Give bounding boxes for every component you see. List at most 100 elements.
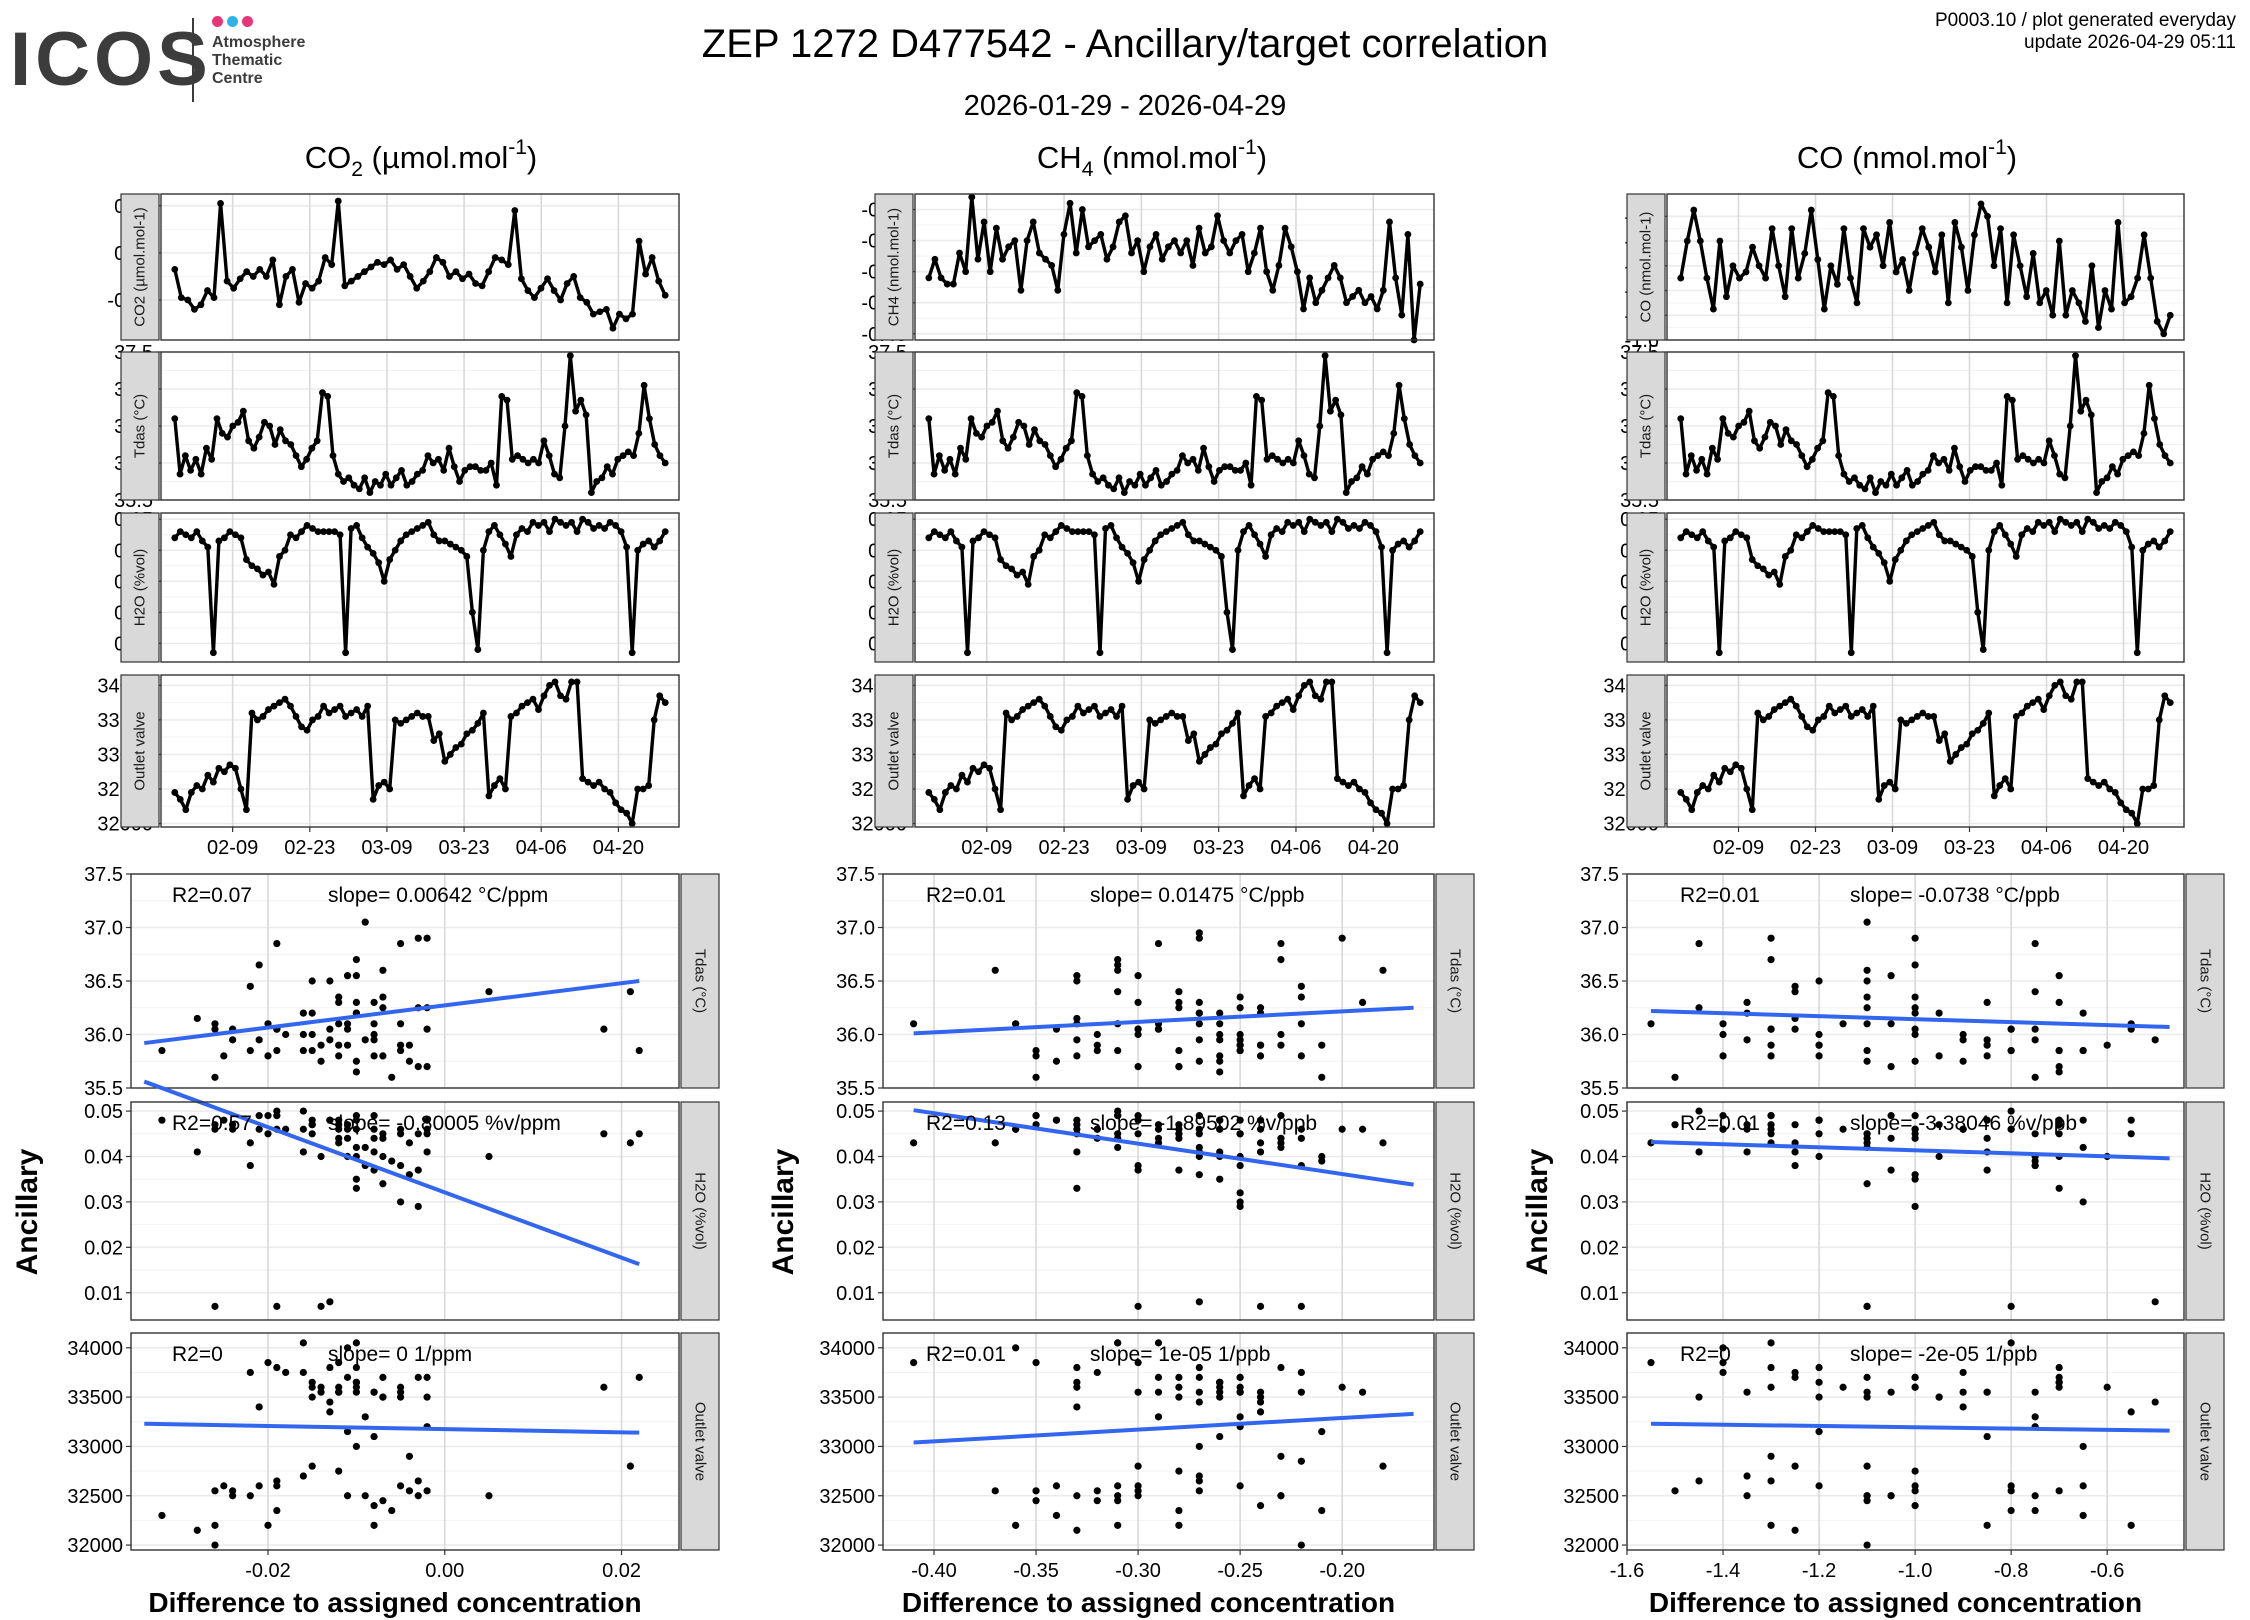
scatter-point (1114, 988, 1122, 996)
scatter-point (1236, 1116, 1244, 1124)
scatter-point (2079, 1482, 2087, 1490)
scatter-point (1175, 1166, 1183, 1174)
ts-xtick-label: 04-20 (2098, 837, 2149, 859)
ts-point (1386, 218, 1393, 226)
ts-point (171, 789, 179, 796)
scatter-point (1791, 1025, 1799, 1033)
scatter-point (485, 988, 493, 996)
ts-point (1072, 249, 1080, 257)
scatter-point (423, 934, 431, 942)
scatter-strip (1435, 1101, 1475, 1321)
scatter-point (1959, 1125, 1967, 1133)
ts-point (529, 695, 537, 703)
ts-point (353, 522, 361, 529)
ts-point (234, 418, 242, 426)
ts-point (1416, 280, 1424, 288)
scatter-point (1911, 934, 1919, 942)
ts-point (502, 540, 509, 548)
r2-label: R2=0.13 (926, 1112, 1006, 1135)
ts-point (573, 678, 581, 686)
ts-point (321, 254, 329, 261)
ts-point (176, 795, 184, 803)
r2-label: R2=0.01 (926, 884, 1006, 907)
scatter-point (1959, 1036, 1967, 1044)
ts-point (1820, 305, 1828, 313)
ts-point (639, 540, 647, 548)
scatter-point (1379, 1139, 1387, 1147)
ts-point (440, 467, 448, 474)
ts-point (935, 452, 943, 459)
ts-point (237, 785, 245, 793)
ts-point (347, 277, 355, 285)
ts-xtick-label: 04-06 (516, 837, 567, 859)
scatter-point (1236, 993, 1244, 1001)
ts-point (661, 459, 669, 467)
ts-point (380, 577, 388, 585)
scatter-point (1073, 1148, 1081, 1156)
ts-point (2150, 782, 2158, 789)
ts-point (1729, 262, 1737, 270)
scatter-point (2055, 1373, 2063, 1381)
ts-point (1782, 426, 1790, 434)
ts-point (656, 692, 664, 700)
y-axis-title: Ancillary (1521, 1148, 1554, 1275)
scatter-point (1277, 1041, 1285, 1049)
ts-point (1046, 713, 1054, 720)
ts-point (1781, 293, 1789, 301)
ts-point (2111, 789, 2119, 796)
scatter-point (1216, 1030, 1224, 1039)
ts-point (583, 298, 591, 306)
ts-point (1002, 562, 1010, 570)
ts-point (969, 537, 977, 545)
scatter-point (635, 1130, 643, 1138)
scatter-point (326, 1298, 334, 1306)
ts-point (424, 452, 432, 459)
ts-point (1677, 415, 1685, 422)
ts-point (624, 448, 632, 456)
scatter-point (370, 1502, 378, 1510)
ts-point (1877, 478, 1885, 485)
scatter-point (1911, 1057, 1919, 1065)
ts-point (2016, 262, 2024, 270)
scatter-point (1154, 939, 1163, 948)
ts-point (1891, 785, 1899, 793)
scatter-point (414, 1063, 422, 1071)
ts-point (1798, 534, 1806, 542)
scatter-xtick-label: -0.40 (911, 1560, 957, 1582)
scatter-point (1134, 1161, 1142, 1170)
ts-point (2128, 809, 2136, 817)
ts-panel-border (1666, 193, 2185, 341)
ts-point (1207, 243, 1215, 251)
ts-point (2072, 352, 2079, 360)
scatter-panel-ytick-label: 0.05 (836, 1101, 875, 1123)
ts-point (946, 455, 954, 463)
ts-point (1078, 393, 1086, 400)
ts-point (1987, 467, 1995, 474)
ts-point (2055, 237, 2063, 245)
ts-point (287, 702, 294, 710)
scatter-point (1195, 1171, 1203, 1179)
logo-sub-line: Thematic (212, 52, 283, 69)
ts-point (1229, 719, 1236, 727)
scatter-point (1195, 1388, 1203, 1396)
ts-point (1367, 293, 1375, 300)
ts-point (1897, 546, 1905, 554)
scatter-point (1195, 1373, 1203, 1381)
scatter-point (352, 1442, 360, 1451)
ts-point (1367, 522, 1374, 529)
scatter-point (335, 993, 343, 1001)
ts-point (517, 275, 525, 283)
scatter-point (1815, 1378, 1823, 1386)
ts-point (2062, 311, 2070, 319)
ts-point (975, 768, 982, 776)
scatter-point (211, 1521, 219, 1529)
column-title: CH4 (nmol.mol-1) (1037, 136, 1267, 181)
ts-point (430, 737, 438, 745)
ts-point (540, 518, 548, 526)
ts-point (661, 699, 669, 707)
scatter-panel-ytick-label: 32000 (67, 1535, 123, 1557)
update-time: update 2026-04-29 05:11 (2024, 32, 2236, 53)
fit-line (1650, 1421, 2170, 1433)
scatter-point (343, 1373, 352, 1381)
scatter-point (1911, 1383, 1919, 1391)
